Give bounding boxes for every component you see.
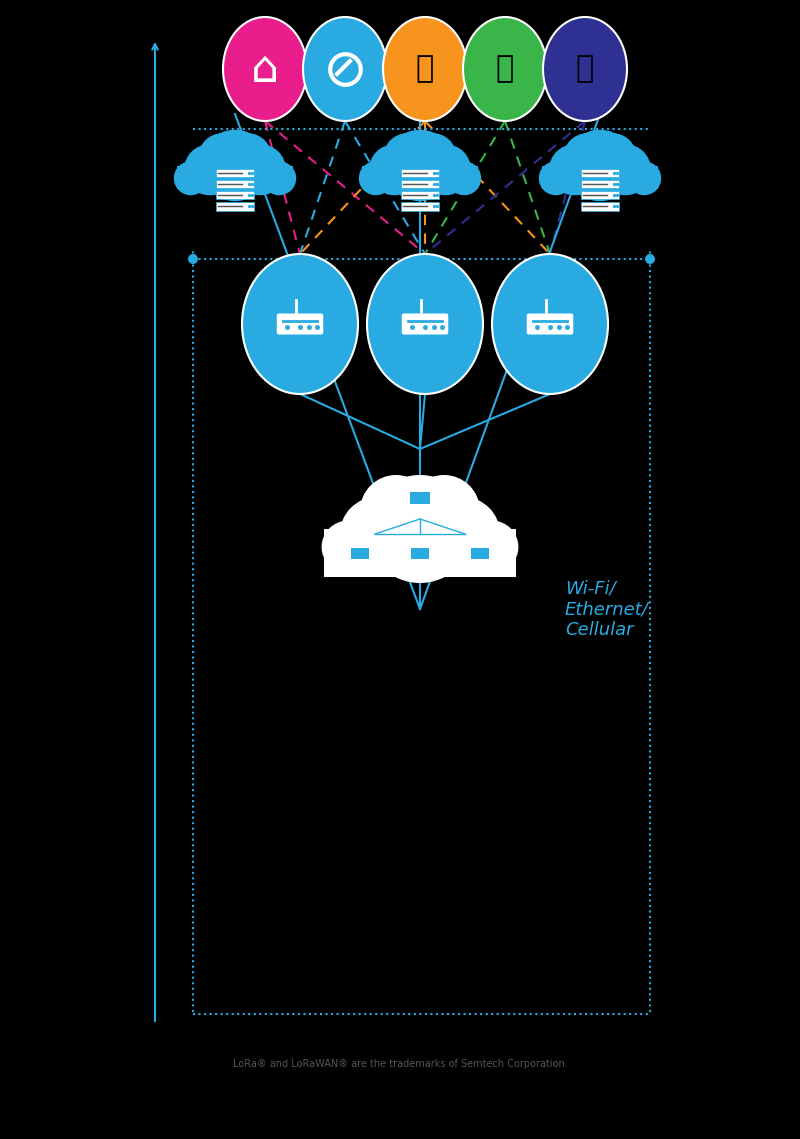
FancyBboxPatch shape	[362, 165, 478, 189]
Circle shape	[369, 145, 420, 195]
FancyBboxPatch shape	[411, 548, 429, 558]
FancyBboxPatch shape	[216, 180, 254, 188]
Ellipse shape	[492, 254, 608, 394]
Circle shape	[409, 133, 457, 181]
Circle shape	[358, 162, 393, 195]
FancyBboxPatch shape	[581, 180, 619, 188]
Circle shape	[563, 133, 611, 181]
FancyBboxPatch shape	[401, 169, 439, 177]
Circle shape	[366, 475, 474, 583]
FancyBboxPatch shape	[324, 528, 516, 577]
Circle shape	[420, 145, 471, 195]
Circle shape	[224, 133, 271, 181]
Circle shape	[184, 145, 235, 195]
Circle shape	[549, 145, 600, 195]
Circle shape	[235, 145, 286, 195]
FancyBboxPatch shape	[581, 203, 619, 211]
Ellipse shape	[543, 17, 627, 121]
Circle shape	[360, 475, 432, 547]
Circle shape	[322, 521, 374, 573]
FancyBboxPatch shape	[401, 180, 439, 188]
Circle shape	[408, 475, 480, 547]
Circle shape	[262, 162, 296, 195]
FancyBboxPatch shape	[216, 203, 254, 211]
FancyBboxPatch shape	[216, 191, 254, 199]
Circle shape	[466, 521, 518, 573]
Circle shape	[383, 133, 431, 181]
Text: ⌂: ⌂	[251, 48, 279, 90]
Circle shape	[564, 130, 636, 202]
FancyBboxPatch shape	[542, 165, 658, 189]
Circle shape	[340, 497, 417, 573]
Circle shape	[384, 130, 456, 202]
Circle shape	[600, 145, 651, 195]
Circle shape	[589, 133, 637, 181]
Circle shape	[539, 162, 573, 195]
FancyBboxPatch shape	[409, 546, 431, 563]
FancyBboxPatch shape	[581, 169, 619, 177]
Circle shape	[199, 130, 270, 202]
Text: 🐑: 🐑	[496, 55, 514, 83]
FancyBboxPatch shape	[581, 191, 619, 199]
Ellipse shape	[383, 17, 467, 121]
Circle shape	[198, 133, 246, 181]
Ellipse shape	[223, 17, 307, 121]
Text: Wi-Fi/
Ethernet/
Cellular: Wi-Fi/ Ethernet/ Cellular	[565, 580, 649, 639]
Circle shape	[447, 162, 482, 195]
FancyBboxPatch shape	[349, 546, 371, 563]
FancyBboxPatch shape	[471, 548, 489, 558]
FancyBboxPatch shape	[469, 546, 491, 563]
Ellipse shape	[463, 17, 547, 121]
Text: 📦: 📦	[416, 55, 434, 83]
FancyBboxPatch shape	[351, 548, 369, 558]
FancyBboxPatch shape	[526, 313, 574, 335]
Circle shape	[645, 254, 655, 264]
Text: 🏢: 🏢	[576, 55, 594, 83]
Circle shape	[188, 254, 198, 264]
Ellipse shape	[303, 17, 387, 121]
FancyBboxPatch shape	[410, 492, 430, 505]
Ellipse shape	[242, 254, 358, 394]
FancyBboxPatch shape	[402, 313, 448, 335]
Text: LoRa® and LoRaWAN® are the trademarks of Semtech Corporation.: LoRa® and LoRaWAN® are the trademarks of…	[233, 1059, 567, 1070]
Circle shape	[174, 162, 208, 195]
FancyBboxPatch shape	[216, 169, 254, 177]
FancyBboxPatch shape	[401, 203, 439, 211]
FancyBboxPatch shape	[401, 191, 439, 199]
FancyBboxPatch shape	[178, 165, 293, 189]
Circle shape	[627, 162, 662, 195]
FancyBboxPatch shape	[277, 313, 323, 335]
Ellipse shape	[367, 254, 483, 394]
FancyBboxPatch shape	[407, 490, 433, 508]
Circle shape	[424, 497, 501, 573]
